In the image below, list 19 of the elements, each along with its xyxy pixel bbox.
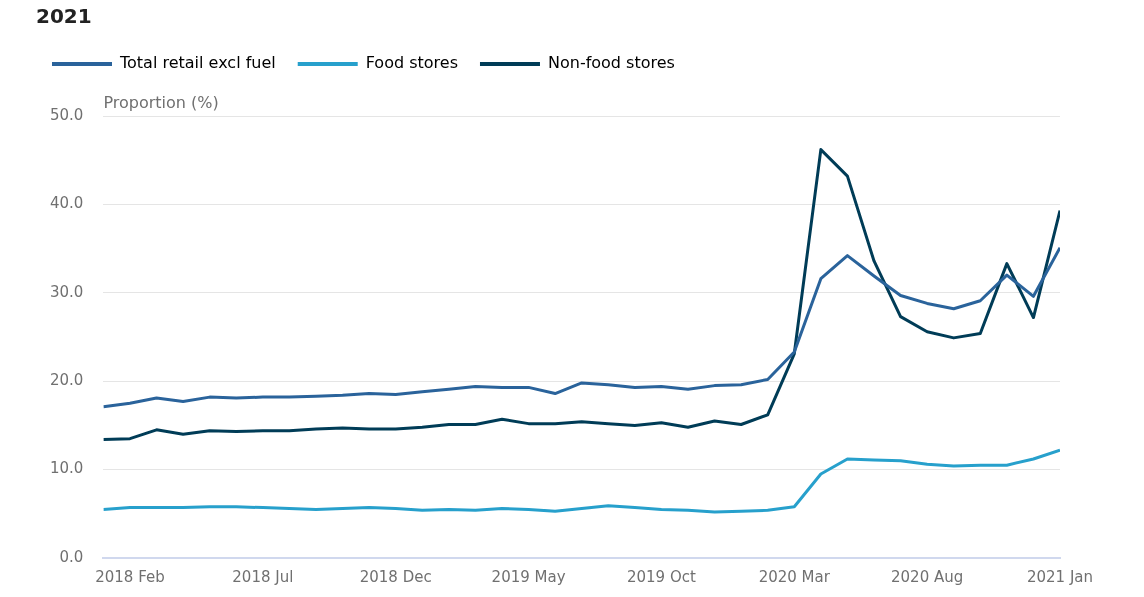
y-tick-label: 40.0 <box>49 194 84 213</box>
x-tick-label: 2019 Oct <box>626 567 696 586</box>
y-tick-label: 10.0 <box>49 459 84 478</box>
y-tick-label: 20.0 <box>49 371 84 390</box>
x-tick-label: 2018 Dec <box>359 567 432 586</box>
x-tick-label: 2020 Aug <box>891 567 964 586</box>
y-tick-label: 50.0 <box>49 105 84 124</box>
y-axis-title: Proportion (%) <box>103 93 219 113</box>
y-tick-label: 30.0 <box>49 282 84 301</box>
y-tick-label: 0.0 <box>59 547 84 566</box>
legend-label: Food stores <box>365 53 458 73</box>
legend-label: Non-food stores <box>547 53 675 73</box>
legend-label: Total retail excl fuel <box>119 53 276 73</box>
chart-title: 2021 <box>36 4 92 28</box>
x-tick-label: 2019 May <box>491 567 566 586</box>
x-tick-label: 2020 Mar <box>758 567 831 586</box>
x-tick-label: 2018 Jul <box>232 567 294 586</box>
x-tick-label: 2021 Jan <box>1026 567 1094 586</box>
x-tick-label: 2018 Feb <box>95 567 165 586</box>
